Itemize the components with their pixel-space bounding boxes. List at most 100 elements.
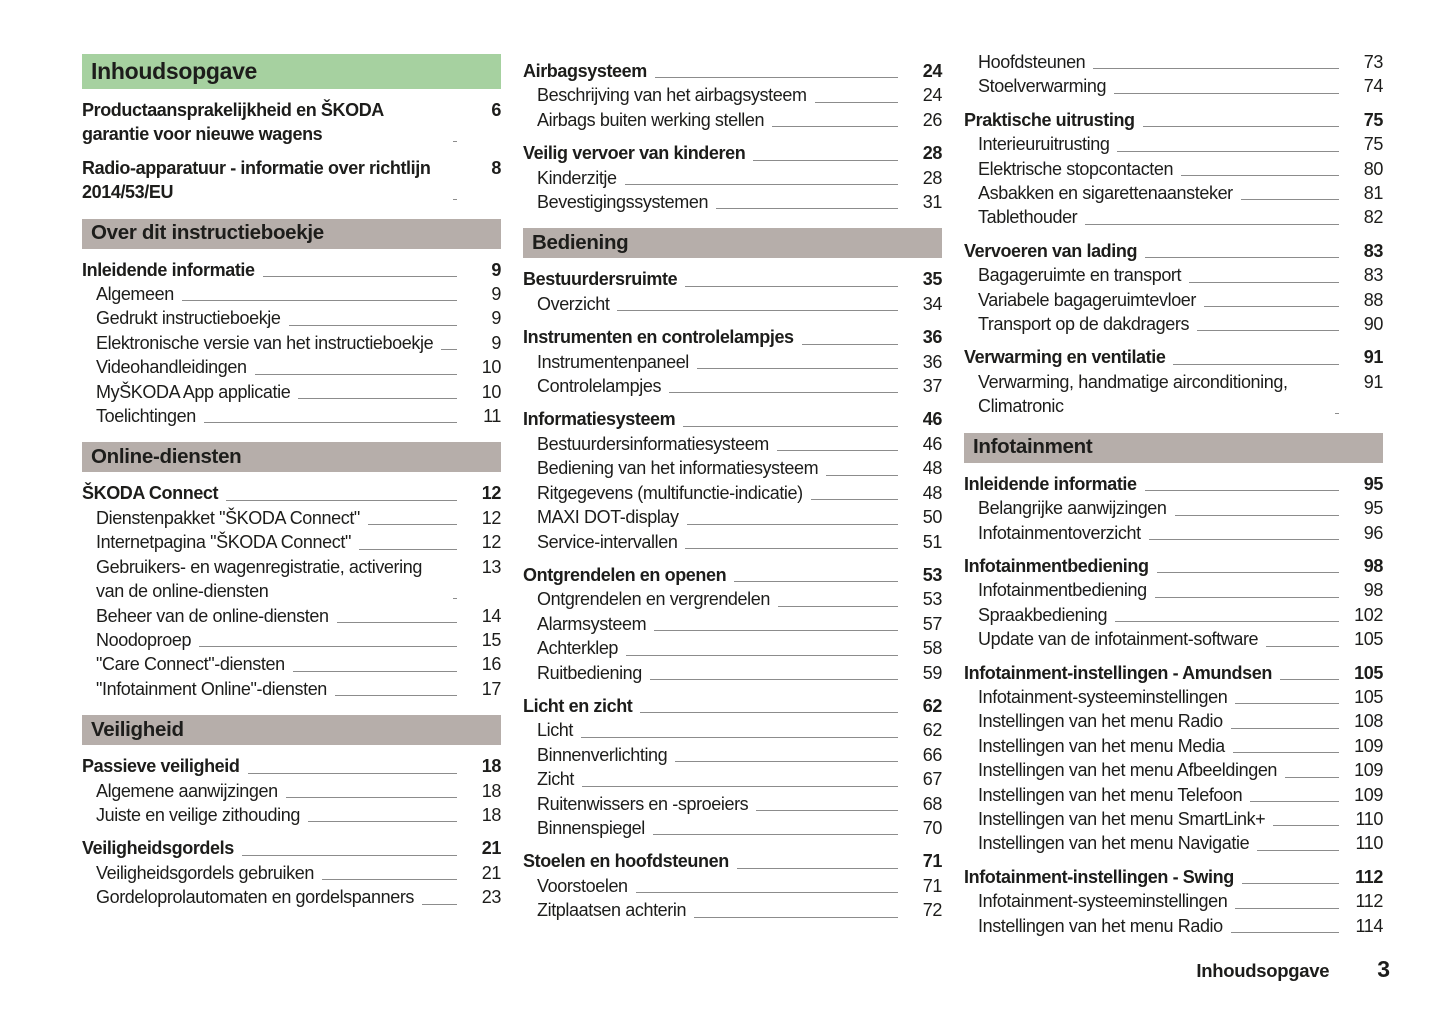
toc-leader-line <box>772 126 898 128</box>
toc-entry: Variabele bagageruimtevloer 88 <box>964 288 1383 312</box>
toc-entry-text: Infotainmentoverzicht <box>978 522 1141 543</box>
toc-entry: Algemeen 9 <box>82 282 501 306</box>
toc-entry: Infotainment-instellingen - Amundsen 105 <box>964 661 1383 685</box>
toc-entry-text: Gedrukt instructieboekje <box>96 308 281 329</box>
toc-entry-text: Variabele bagageruimtevloer <box>978 289 1197 310</box>
toc-entry: Bevestigingssystemen 31 <box>523 190 942 214</box>
toc-entry-text: Binnenverlichting <box>537 744 668 765</box>
toc-entry: Informatiesysteem 46 <box>523 407 942 431</box>
toc-entry-text: Spraakbediening <box>978 604 1108 625</box>
toc-leader-line <box>203 422 457 424</box>
toc-entry: Bestuurdersruimte 35 <box>523 267 942 291</box>
toc-page-number: 18 <box>481 780 502 801</box>
toc-column-2: Airbagsysteem 24 Beschrijving van het airb… <box>523 50 942 938</box>
toc-leader-line <box>1241 883 1339 885</box>
toc-page-number: 105 <box>1354 629 1383 650</box>
toc-section-header: Bediening <box>523 228 942 259</box>
toc-page-number: 75 <box>1363 109 1384 130</box>
toc-leader-line <box>441 349 457 351</box>
toc-page-number: 91 <box>1363 371 1384 392</box>
toc-leader-line <box>694 916 898 918</box>
toc-section-title: Bediening <box>532 231 629 255</box>
toc-entry: Instellingen van het menu Radio 108 <box>964 709 1383 733</box>
toc-page-number: 90 <box>1363 314 1384 335</box>
toc-page-number: 73 <box>1363 52 1384 72</box>
toc-entry-text: Veiligheidsgordels <box>82 838 234 859</box>
toc-page-number: 28 <box>922 143 943 164</box>
toc-entry-text: Instellingen van het menu Media <box>978 735 1225 756</box>
toc-entry-text: Ontgrendelen en vergrendelen <box>537 589 770 610</box>
toc-entry: Instellingen van het menu Radio 114 <box>964 914 1383 938</box>
toc-page-number: 105 <box>1354 662 1383 683</box>
toc-entry: Toelichtingen 11 <box>82 404 501 428</box>
page-footer: Inhoudsopgave 3 <box>1196 956 1390 983</box>
toc-leader-line <box>1174 514 1339 516</box>
toc-page-number: 28 <box>922 167 943 188</box>
toc-page-number: 36 <box>922 351 943 372</box>
toc-leader-line <box>307 821 457 823</box>
toc-entry: Noodoproep 15 <box>82 628 501 652</box>
toc-entry-text: Belangrijke aanwijzingen <box>978 498 1167 519</box>
toc-entry: Licht 62 <box>523 718 942 742</box>
toc-entry: Inleidende informatie 95 <box>964 472 1383 496</box>
toc-entry: Veiligheidsgordels 21 <box>82 836 501 860</box>
toc-entry: Binnenspiegel 70 <box>523 816 942 840</box>
toc-page-number: 26 <box>922 109 943 130</box>
toc-page-number: 17 <box>481 678 502 699</box>
toc-entry: Passieve veiligheid 18 <box>82 754 501 778</box>
footer-section-label: Inhoudsopgave <box>1196 960 1330 981</box>
toc-entry-text: "Infotainment Online"-diensten <box>96 678 327 699</box>
toc-leader-line <box>654 630 898 632</box>
toc-entry-text: Internetpagina "ŠKODA Connect" <box>96 532 351 553</box>
toc-entry-text: Instellingen van het menu Telefoon <box>978 784 1243 805</box>
toc-entry-text: Inleidende informatie <box>82 259 255 280</box>
toc-entry-text: Productaansprakelijkheid en ŠKODA garant… <box>82 100 384 145</box>
toc-section-header: Veiligheid <box>82 715 501 746</box>
toc-page-number: 83 <box>1363 265 1384 286</box>
toc-leader-line <box>826 474 898 476</box>
toc-entry-text: Instrumenten en controlelampjes <box>523 327 794 348</box>
toc-page-number: 9 <box>491 259 501 280</box>
toc-entry: Alarmsysteem 57 <box>523 612 942 636</box>
toc-entry-text: Gordeloprolautomaten en gordelspanners <box>96 887 415 908</box>
toc-section-title: Infotainment <box>973 435 1093 459</box>
toc-leader-line <box>801 343 898 345</box>
toc-page-number: 88 <box>1363 289 1384 310</box>
toc-leader-line <box>247 772 457 774</box>
toc-entry: Productaansprakelijkheid en ŠKODA garant… <box>82 98 501 147</box>
toc-entry: Ritgegevens (multifunctie-indicatie) 48 <box>523 481 942 505</box>
toc-page-number: 16 <box>481 654 502 675</box>
toc-leader-line <box>1114 92 1339 94</box>
toc-leader-line <box>683 425 898 427</box>
toc-page-number: 24 <box>922 61 943 81</box>
toc-entry-text: Verwarming en ventilatie <box>964 347 1166 368</box>
toc-entry-text: Kinderzitje <box>537 167 617 188</box>
toc-entry: Dienstenpakket "ŠKODA Connect" 12 <box>82 506 501 530</box>
toc-leader-line <box>810 499 898 501</box>
toc-entry: Radio-apparatuur - informatie over richt… <box>82 156 501 205</box>
toc-leader-line <box>422 903 457 905</box>
toc-page-number: 6 <box>491 100 501 120</box>
toc-page-number: 10 <box>481 381 502 402</box>
toc-leader-line <box>649 678 898 680</box>
toc-entry-text: Juiste en veilige zithouding <box>96 804 300 825</box>
toc-entry-text: Instrumentenpaneel <box>537 351 689 372</box>
toc-entry-text: Bediening van het informatiesysteem <box>537 458 819 479</box>
toc-leader-line <box>199 646 457 648</box>
toc-entry: Transport op de dakdragers 90 <box>964 312 1383 336</box>
footer-page-number: 3 <box>1377 956 1390 982</box>
toc-leader-line <box>181 300 457 302</box>
toc-leader-line <box>1173 363 1339 365</box>
toc-page-number: 9 <box>491 332 501 353</box>
toc-entry-text: Infotainment-instellingen - Swing <box>964 866 1234 887</box>
toc-page-number: 71 <box>922 875 943 896</box>
toc-page-number: 21 <box>481 838 502 859</box>
toc-leader-line <box>736 867 898 869</box>
toc-entry: Infotainment-systeeminstellingen 105 <box>964 685 1383 709</box>
toc-page-number: 14 <box>481 605 502 626</box>
toc-entry-text: Beheer van de online-diensten <box>96 605 329 626</box>
toc-page-number: 57 <box>922 613 943 634</box>
toc-page-number: 15 <box>481 629 502 650</box>
toc-entry: Vervoeren van lading 83 <box>964 239 1383 263</box>
toc-leader-line <box>298 398 457 400</box>
